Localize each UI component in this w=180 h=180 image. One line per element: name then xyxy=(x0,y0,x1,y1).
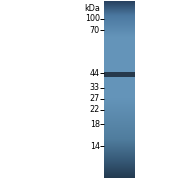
Text: 22: 22 xyxy=(90,105,100,114)
Text: 14: 14 xyxy=(90,142,100,151)
Text: 27: 27 xyxy=(90,94,100,103)
Text: 18: 18 xyxy=(90,120,100,129)
Text: 70: 70 xyxy=(90,26,100,35)
Bar xyxy=(104,72,135,77)
Text: 100: 100 xyxy=(85,14,100,23)
Text: 33: 33 xyxy=(90,83,100,92)
Text: 44: 44 xyxy=(90,69,100,78)
Text: kDa: kDa xyxy=(84,4,100,13)
